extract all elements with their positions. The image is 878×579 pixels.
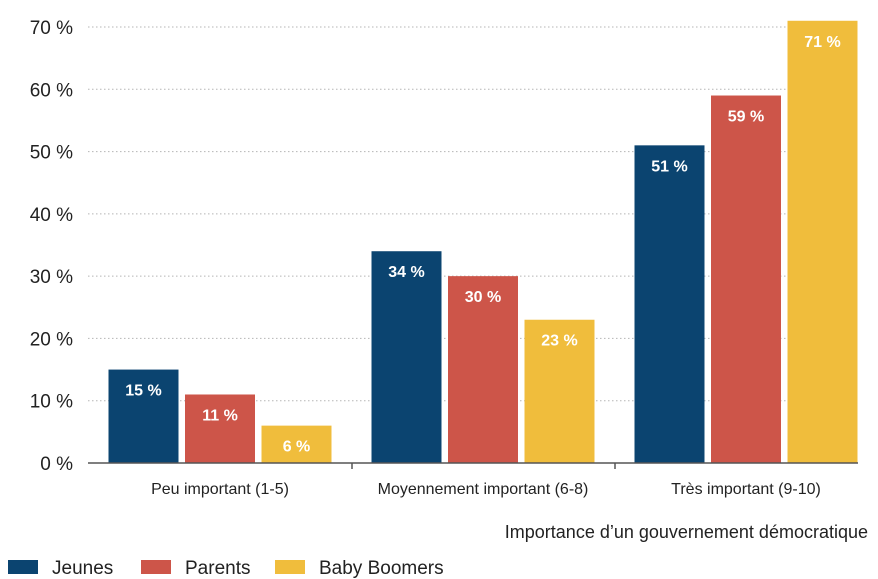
data-label: 34 %	[388, 264, 424, 281]
x-tick-label: Peu important (1-5)	[151, 481, 289, 498]
legend-label: Baby Boomers	[319, 558, 444, 579]
data-label: 15 %	[125, 383, 161, 400]
x-axis-title: Importance d’un gouvernement démocratiqu…	[505, 522, 868, 542]
legend-swatch	[8, 560, 38, 574]
data-label: 6 %	[283, 439, 311, 456]
legend-item-parents: Parents	[141, 558, 250, 579]
data-labels: 15 % 11 % 6 % 34 % 30 % 23 % 51 % 59 % 71 %	[125, 34, 840, 456]
bar-parents	[448, 276, 518, 463]
y-tick-label: 10 %	[30, 392, 73, 413]
legend-item-baby-boomers: Baby Boomers	[275, 558, 444, 579]
bar-jeunes	[371, 251, 442, 463]
data-label: 11 %	[202, 407, 238, 424]
data-label: 51 %	[651, 158, 687, 175]
bars	[108, 20, 858, 464]
data-label: 30 %	[465, 289, 501, 306]
bar-jeunes	[108, 369, 179, 463]
bar-baby-boomers	[787, 20, 858, 464]
legend-label: Parents	[185, 558, 250, 579]
x-tick-label: Moyennement important (6-8)	[378, 481, 589, 498]
bar-baby-boomers	[524, 319, 595, 463]
bar-jeunes	[634, 145, 705, 464]
y-tick-label: 40 %	[30, 205, 73, 226]
y-axis-ticks: 0 % 10 % 20 % 30 % 40 % 50 % 60 % 70 %	[30, 18, 73, 475]
y-tick-label: 70 %	[30, 18, 73, 39]
bar-parents	[711, 95, 781, 463]
legend-swatch	[275, 560, 305, 574]
legend: Jeunes Parents Baby Boomers	[8, 558, 444, 579]
x-tick-label: Très important (9-10)	[671, 481, 821, 498]
bar-parents	[185, 394, 255, 463]
data-label: 23 %	[541, 333, 577, 350]
legend-swatch	[141, 560, 171, 574]
bar-baby-boomers	[261, 425, 332, 463]
y-tick-label: 50 %	[30, 143, 73, 164]
legend-item-jeunes: Jeunes	[8, 558, 113, 579]
y-tick-label: 30 %	[30, 267, 73, 288]
y-tick-label: 0 %	[40, 454, 73, 475]
data-label: 59 %	[728, 109, 764, 126]
x-axis-ticks: Peu important (1-5) Moyennement important…	[151, 463, 821, 498]
y-tick-label: 20 %	[30, 329, 73, 350]
data-label: 71 %	[804, 34, 840, 51]
legend-label: Jeunes	[52, 558, 113, 579]
y-tick-label: 60 %	[30, 80, 73, 101]
